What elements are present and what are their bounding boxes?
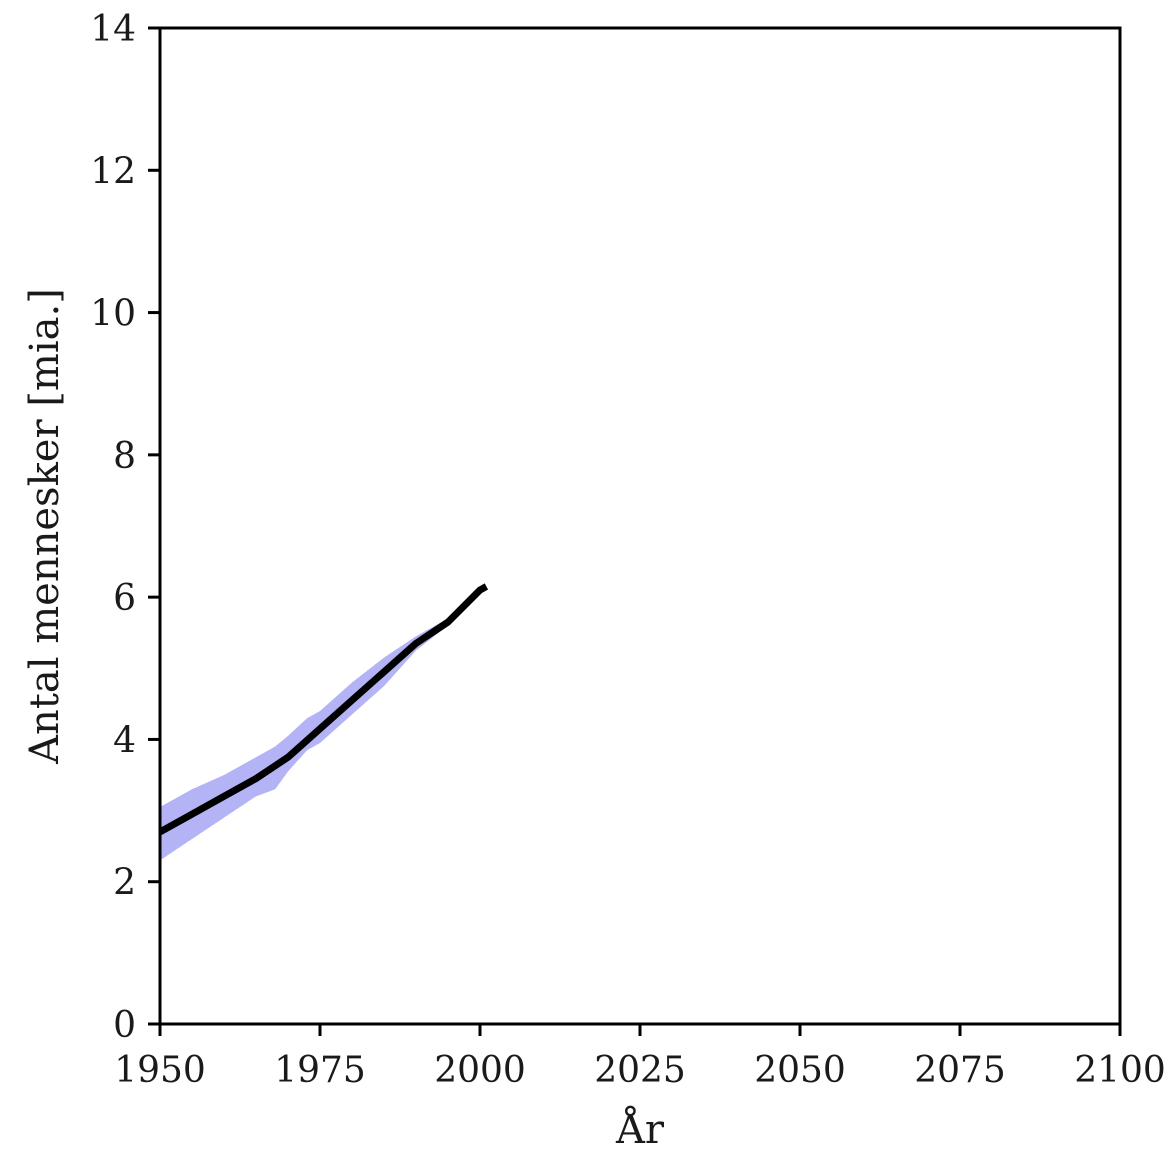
plot-frame <box>158 26 1122 1026</box>
y-tick-label: 0 <box>113 1005 136 1046</box>
x-tick-label: 1975 <box>274 1050 366 1091</box>
y-tick-label: 6 <box>113 578 136 619</box>
x-axis-ticks: 1950 1975 2000 2025 2050 2075 2100 <box>114 1024 1166 1091</box>
y-tick-label: 10 <box>90 294 136 335</box>
y-tick-label: 12 <box>90 151 136 192</box>
x-axis-label: År <box>615 1106 665 1153</box>
y-tick-label: 2 <box>113 863 136 904</box>
series-line-layer <box>158 583 489 835</box>
y-axis-label: Antal mennesker [mia.] <box>22 288 68 765</box>
x-tick-label: 2000 <box>434 1050 526 1091</box>
y-axis-ticks: 0 2 4 6 8 10 12 14 <box>90 9 160 1046</box>
x-tick-label: 2050 <box>754 1050 846 1091</box>
x-tick-label: 1950 <box>114 1050 206 1091</box>
y-tick-label: 8 <box>113 436 136 477</box>
x-tick-label: 2025 <box>594 1050 686 1091</box>
y-tick-label: 4 <box>113 720 136 761</box>
x-tick-label: 2100 <box>1074 1050 1166 1091</box>
x-tick-label: 2075 <box>914 1050 1006 1091</box>
series-line-0 <box>158 583 489 835</box>
y-tick-label: 14 <box>90 9 136 50</box>
